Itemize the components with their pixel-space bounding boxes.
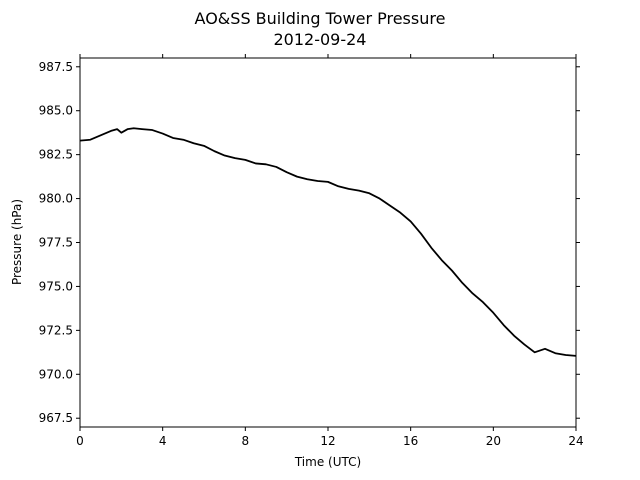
pressure-series-line xyxy=(79,127,577,357)
chart-title: AO&SS Building Tower Pressure xyxy=(195,9,446,28)
y-tick-label: 977.5 xyxy=(39,236,73,250)
plot-area-frame xyxy=(79,57,577,428)
y-tick-label: 975.0 xyxy=(39,279,73,293)
y-tick-label: 985.0 xyxy=(39,104,73,118)
x-tick-label: 24 xyxy=(568,434,583,448)
y-tick-label: 972.5 xyxy=(39,323,73,337)
x-tick-label: 12 xyxy=(320,434,335,448)
x-tick-label: 16 xyxy=(403,434,418,448)
x-tick-label: 8 xyxy=(242,434,250,448)
x-axis-label: Time (UTC) xyxy=(294,455,361,469)
y-tick-label: 982.5 xyxy=(39,148,73,162)
x-tick-label: 20 xyxy=(486,434,501,448)
y-tick-label: 980.0 xyxy=(39,192,73,206)
chart-subtitle: 2012-09-24 xyxy=(274,30,367,49)
x-tick-label: 0 xyxy=(76,434,84,448)
y-axis-label: Pressure (hPa) xyxy=(10,199,24,285)
y-tick-label: 970.0 xyxy=(39,367,73,381)
x-tick-label: 4 xyxy=(159,434,167,448)
tick-marks: 0 4 8 12 16 20 24 967.5 970.0 972.5 975.0 977.5 980.… xyxy=(39,54,584,448)
y-tick-label: 987.5 xyxy=(39,60,73,74)
y-tick-label: 967.5 xyxy=(39,411,73,425)
